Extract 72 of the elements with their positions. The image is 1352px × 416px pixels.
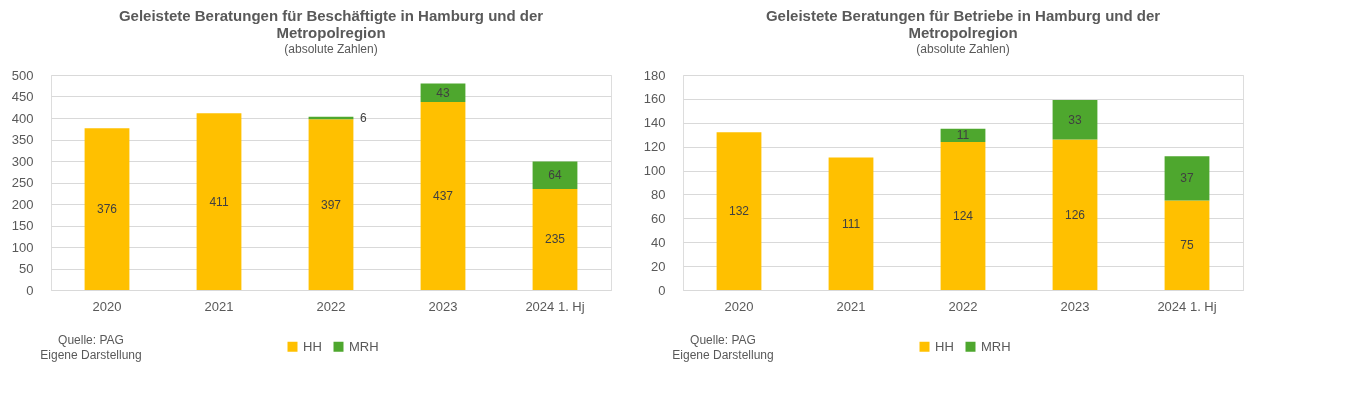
y-tick-label: 400 (11, 110, 34, 126)
x-tick-label: 2022 (948, 298, 978, 314)
data-label: 437 (432, 189, 454, 204)
x-tick-label: 2023 (428, 298, 458, 314)
y-tick-label: 40 (651, 234, 666, 250)
data-label: 235 (544, 232, 566, 247)
bar (1164, 156, 1210, 201)
y-tick-label: 0 (658, 282, 666, 298)
bar (1052, 139, 1098, 290)
bar (1052, 100, 1098, 140)
legend-label: HH (303, 338, 322, 354)
data-label: 75 (1180, 238, 1194, 253)
legend-label: HH (935, 338, 954, 354)
y-tick-label: 50 (19, 261, 34, 276)
data-label: 6 (360, 111, 367, 125)
y-tick-label: 20 (651, 258, 666, 274)
y-tick-label: 100 (11, 239, 34, 255)
y-tick-label: 150 (11, 218, 34, 233)
bar (940, 141, 986, 290)
chart-subtitle: (absolute Zahlen) (916, 42, 1010, 56)
bar (84, 128, 130, 290)
y-tick-label: 160 (643, 91, 666, 107)
bar (532, 188, 578, 290)
data-label: 64 (548, 168, 562, 183)
data-label: 126 (1064, 207, 1086, 222)
data-label: 11 (956, 128, 970, 143)
x-tick-label: 2020 (724, 298, 754, 314)
data-label: 411 (209, 194, 229, 209)
y-tick-label: 450 (11, 89, 34, 104)
data-label: 111 (841, 216, 861, 231)
data-label: 132 (728, 204, 750, 219)
legend-label: MRH (349, 338, 379, 354)
bar (420, 102, 466, 290)
source-note: Quelle: PAG (690, 333, 756, 347)
data-label: 397 (320, 197, 342, 212)
y-tick-label: 300 (11, 153, 34, 169)
chart-title: Geleistete Beratungen für Beschäftigte in Hamburg und der Metropolregion (118, 7, 544, 41)
y-tick-label: 100 (643, 163, 666, 179)
y-tick-label: 350 (11, 132, 34, 147)
x-tick-label: 2024 1. Hj (1157, 298, 1217, 314)
text: Eigene Darstellung (40, 348, 142, 362)
data-label: 43 (436, 85, 450, 100)
data-label: 376 (96, 202, 118, 217)
source-note: Quelle: PAG (58, 333, 124, 347)
legend-label: MRH (981, 338, 1011, 354)
bar (196, 113, 242, 290)
y-tick-label: 250 (11, 175, 34, 190)
y-tick-label: 80 (651, 186, 666, 202)
bar (828, 157, 874, 290)
x-tick-label: 2021 (836, 298, 866, 314)
bar (308, 119, 354, 290)
y-tick-label: 180 (643, 67, 666, 83)
data-label: 124 (952, 208, 974, 223)
x-tick-label: 2023 (1060, 298, 1090, 314)
y-tick-label: 0 (26, 282, 34, 298)
data-label: 37 (1180, 171, 1194, 186)
text: Eigene Darstellung (672, 348, 774, 362)
bar (716, 132, 762, 290)
chart-title: Geleistete Beratungen für Betriebe in Hamburg und der Metropolregion (765, 7, 1161, 41)
y-tick-label: 120 (643, 139, 666, 155)
data-label: 33 (1068, 112, 1082, 127)
x-tick-label: 2020 (92, 298, 122, 314)
y-tick-label: 60 (651, 210, 666, 226)
y-tick-label: 200 (11, 196, 34, 212)
x-tick-label: 2024 1. Hj (525, 298, 585, 314)
chart-subtitle: (absolute Zahlen) (284, 42, 378, 56)
bar (1164, 200, 1210, 290)
y-tick-label: 140 (643, 115, 666, 131)
y-tick-label: 500 (11, 67, 34, 83)
bar (532, 161, 578, 189)
x-tick-label: 2021 (204, 298, 234, 314)
x-tick-label: 2022 (316, 298, 346, 314)
